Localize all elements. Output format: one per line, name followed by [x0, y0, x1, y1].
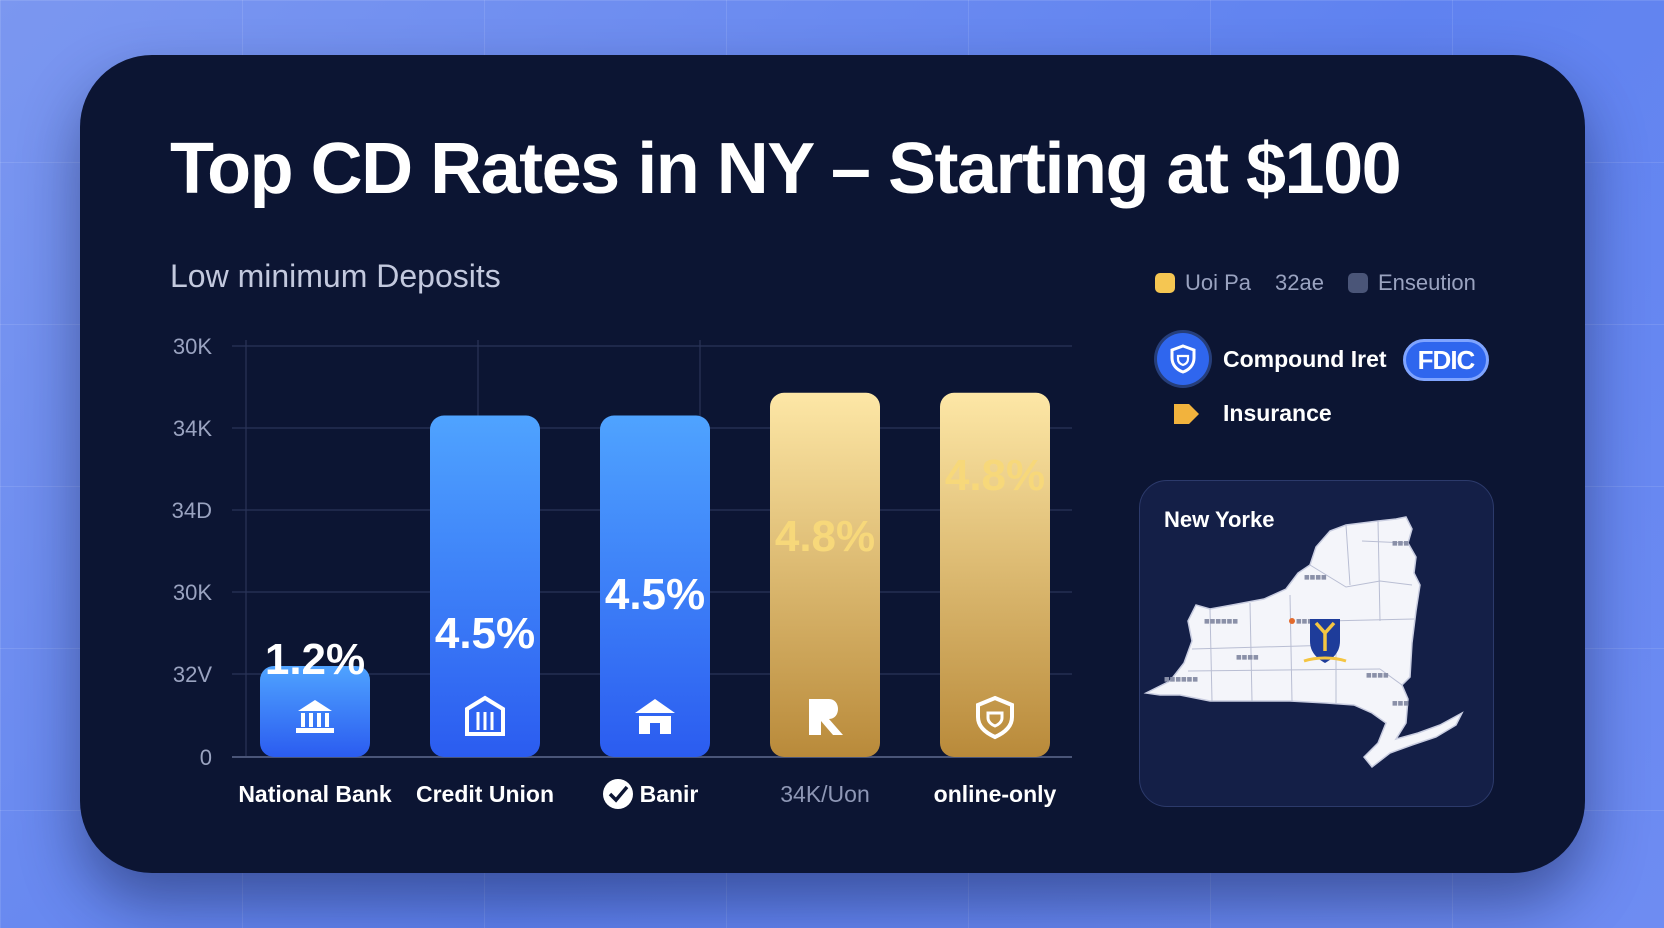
- legend: Uoi Pa 32ae Enseution: [1155, 268, 1500, 298]
- svg-text:■■■■■■: ■■■■■■: [1204, 618, 1238, 625]
- bar-value-label: 4.8%: [775, 512, 875, 561]
- x-category-label: 34K/Uon: [780, 781, 870, 807]
- bar-value-label: 4.5%: [435, 609, 535, 658]
- bar-value-label: 1.2%: [265, 635, 365, 684]
- legend-label: 32ae: [1275, 270, 1324, 295]
- page-title: Top CD Rates in NY – Starting at $100: [170, 129, 1402, 209]
- columns-icon: [465, 695, 505, 736]
- bar: [600, 415, 710, 757]
- map-panel: New Yorke ■■■■■■ ■■■■ ■■■■■■ ■■■■ ■■■ ■■…: [1139, 480, 1494, 807]
- fdic-badge: FDIC: [1403, 339, 1489, 381]
- insurance-label: Insurance: [1223, 400, 1332, 426]
- legend-swatch: [1348, 273, 1368, 293]
- svg-text:■■■■■■: ■■■■■■: [1164, 676, 1198, 683]
- bank-icon: [296, 700, 334, 733]
- shield-icon: [1157, 333, 1209, 385]
- house-icon: [635, 699, 675, 734]
- x-category-label: online-only: [934, 781, 1057, 807]
- y-tick-label: 32V: [173, 662, 212, 687]
- bar: [770, 392, 880, 757]
- legend-item: 32ae: [1275, 270, 1324, 296]
- bar: [260, 665, 370, 757]
- shield-icon: [976, 695, 1014, 740]
- svg-text:■■■: ■■■: [1296, 618, 1313, 625]
- compound-interest-label: Compound Iret: [1223, 345, 1387, 372]
- svg-text:■■■■: ■■■■: [1366, 672, 1389, 679]
- x-category-label: Banir: [640, 781, 699, 807]
- chart-subtitle: Low minimum Deposits: [170, 258, 501, 294]
- compound-interest-feature: Compound Iret: [1157, 333, 1387, 385]
- x-category-label: National Bank: [238, 781, 392, 807]
- y-tick-label: 0: [200, 745, 212, 770]
- legend-item: Uoi Pa: [1155, 270, 1251, 296]
- y-tick-label: 34K: [173, 416, 212, 441]
- y-tick-label: 30K: [173, 580, 212, 605]
- svg-text:■■■■: ■■■■: [1304, 574, 1327, 581]
- x-category-label: Credit Union: [416, 781, 554, 807]
- svg-text:■■■: ■■■: [1392, 540, 1409, 547]
- ny-seal-icon: [1303, 619, 1347, 663]
- new-york-state-map: ■■■■■■ ■■■■ ■■■■■■ ■■■■ ■■■ ■■■■ ■■■ ■■■: [1143, 516, 1464, 769]
- legend-label: Uoi Pa: [1185, 270, 1252, 295]
- svg-text:■■■■: ■■■■: [1236, 654, 1259, 661]
- map-title: New Yorke: [1164, 507, 1275, 532]
- y-tick-label: 30K: [173, 334, 212, 359]
- bar: [430, 415, 540, 757]
- bar: [940, 392, 1050, 757]
- legend-item: Enseution: [1348, 270, 1476, 296]
- svg-text:■■■: ■■■: [1392, 700, 1409, 707]
- check-badge-icon: [603, 779, 633, 809]
- bar-value-label: 4.5%: [605, 570, 705, 619]
- insurance-feature: Insurance: [1171, 400, 1332, 427]
- tag-icon: [1174, 403, 1199, 424]
- bar-value-label: 4.8%: [945, 451, 1045, 500]
- y-tick-label: 34D: [172, 498, 212, 523]
- legend-label: Enseution: [1378, 270, 1476, 295]
- r-logo-icon: [809, 699, 843, 735]
- legend-swatch: [1155, 273, 1175, 293]
